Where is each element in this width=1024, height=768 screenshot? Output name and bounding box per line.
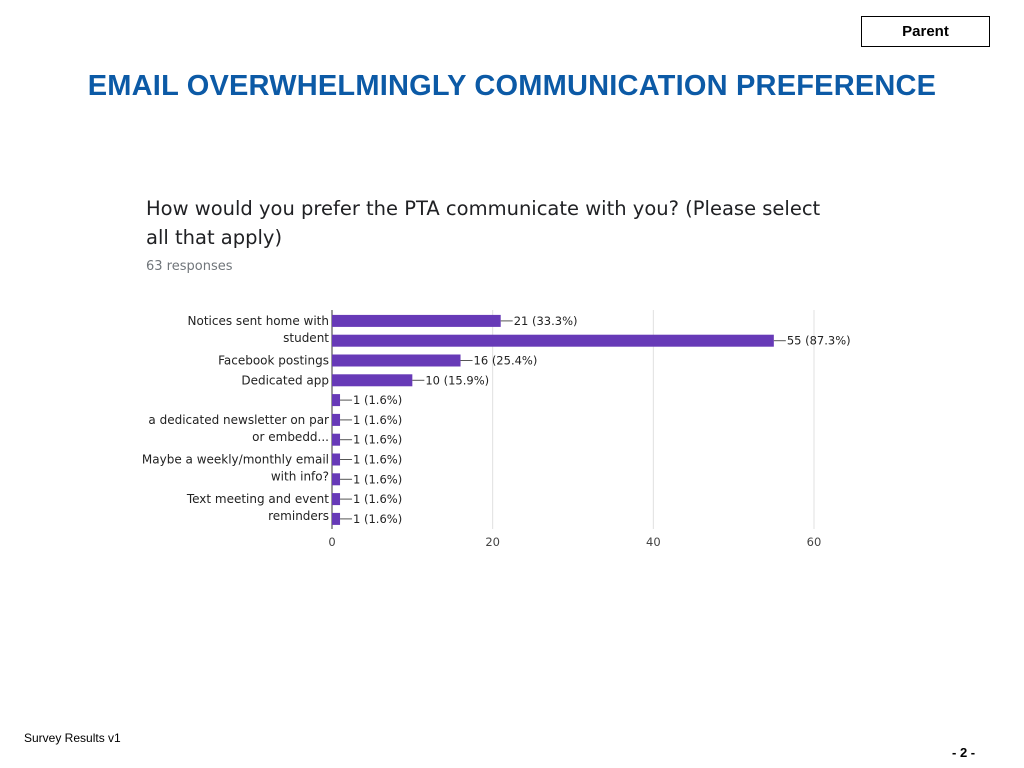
category-label: reminders (268, 509, 329, 523)
data-label: 1 (1.6%) (353, 512, 402, 526)
bar (332, 453, 341, 466)
data-label: 1 (1.6%) (353, 393, 402, 407)
bar (332, 473, 341, 486)
bar (332, 314, 501, 327)
bar (332, 493, 341, 506)
category-label: Dedicated app (241, 373, 329, 387)
bar (332, 413, 341, 426)
x-tick-label: 20 (485, 535, 500, 549)
data-label: 21 (33.3%) (514, 314, 578, 328)
bar (332, 512, 341, 525)
category-label: a dedicated newsletter on par (148, 413, 329, 427)
page-number: - 2 - (952, 745, 976, 760)
data-label: 1 (1.6%) (353, 492, 402, 506)
bar (332, 394, 341, 407)
category-label: Facebook postings (218, 354, 329, 368)
bar (332, 374, 413, 387)
category-label: Text meeting and event (186, 492, 329, 506)
data-label: 1 (1.6%) (353, 453, 402, 467)
data-label: 10 (15.9%) (425, 373, 489, 387)
bar (332, 433, 341, 446)
category-label: Notices sent home with (188, 314, 329, 328)
data-label: 55 (87.3%) (787, 334, 851, 348)
data-label: 1 (1.6%) (353, 413, 402, 427)
x-tick-label: 60 (807, 535, 822, 549)
bar (332, 334, 774, 347)
category-label: Maybe a weekly/monthly email (142, 452, 329, 466)
slide-title: EMAIL OVERWHELMINGLY COMMUNICATION PREFE… (87, 70, 937, 102)
slide-tag-label: Parent (902, 23, 949, 40)
data-label: 1 (1.6%) (353, 433, 402, 447)
bar (332, 354, 461, 367)
x-tick-label: 40 (646, 535, 661, 549)
label-clip-mask (140, 300, 330, 310)
question-title: How would you prefer the PTA communicate… (146, 197, 821, 249)
footer-label: Survey Results v1 (24, 731, 121, 745)
x-tick-label: 0 (328, 535, 335, 549)
data-label: 16 (25.4%) (474, 354, 538, 368)
slide-tag-box: Parent (861, 16, 990, 47)
response-count: 63 responses (146, 259, 233, 274)
data-label: 1 (1.6%) (353, 472, 402, 486)
category-label: student (283, 331, 329, 345)
category-label: with info? (271, 469, 329, 483)
category-label: or embedd... (252, 430, 329, 444)
